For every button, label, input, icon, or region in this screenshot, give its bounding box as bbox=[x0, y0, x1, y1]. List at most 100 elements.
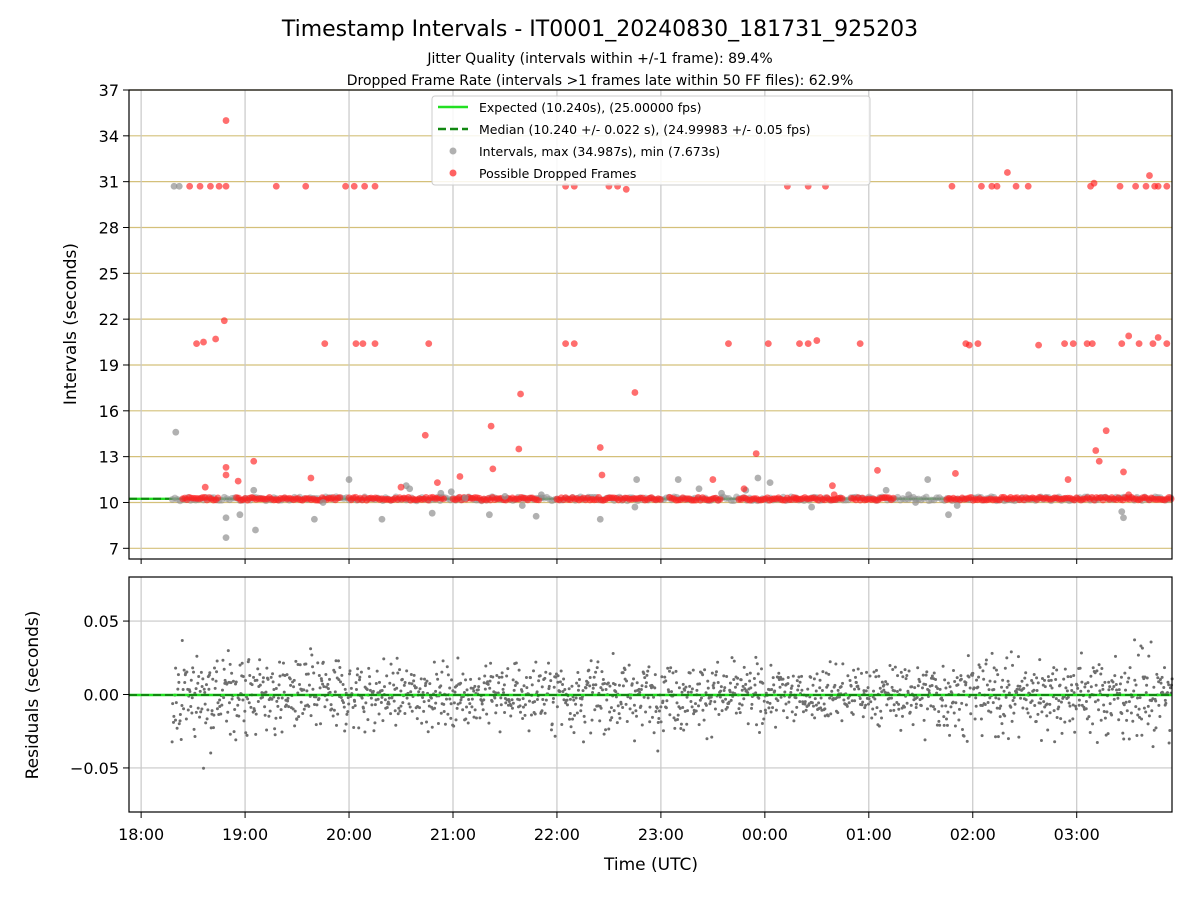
residual-point bbox=[189, 704, 193, 708]
residual-point bbox=[230, 671, 234, 675]
residual-point bbox=[360, 696, 364, 700]
residual-point bbox=[711, 684, 715, 688]
residual-point bbox=[203, 702, 207, 706]
residual-point bbox=[817, 701, 821, 705]
residual-point bbox=[714, 670, 718, 674]
residual-point bbox=[576, 688, 580, 692]
interval-point bbox=[754, 474, 762, 482]
residual-point bbox=[200, 707, 204, 711]
residual-point bbox=[403, 681, 407, 685]
residual-point bbox=[343, 729, 347, 733]
residual-point bbox=[891, 667, 895, 671]
residual-point bbox=[627, 663, 631, 667]
residual-point bbox=[353, 704, 357, 708]
residual-point bbox=[1050, 686, 1054, 690]
residual-point bbox=[791, 674, 795, 678]
residual-point bbox=[839, 685, 843, 689]
dropped-frame-point bbox=[1102, 427, 1110, 435]
residual-point bbox=[511, 678, 515, 682]
residual-point bbox=[634, 714, 638, 718]
residual-point bbox=[347, 702, 351, 706]
residual-point bbox=[232, 730, 236, 734]
residual-point bbox=[204, 683, 208, 687]
residual-point bbox=[618, 716, 622, 720]
residual-point bbox=[942, 715, 946, 719]
residual-point bbox=[949, 705, 953, 709]
dropped-frame-point bbox=[1146, 172, 1153, 179]
residual-point bbox=[405, 669, 409, 673]
residual-point bbox=[458, 701, 462, 705]
residual-point bbox=[773, 689, 777, 693]
residual-point bbox=[644, 685, 648, 689]
residual-point bbox=[664, 679, 668, 683]
residual-point bbox=[582, 740, 586, 744]
residual-point bbox=[272, 687, 276, 691]
residual-point bbox=[1047, 679, 1051, 683]
residual-point bbox=[946, 681, 950, 685]
x-tick-label: 01:00 bbox=[846, 825, 892, 844]
interval-point bbox=[428, 509, 436, 517]
residual-point bbox=[1067, 701, 1071, 705]
interval-point bbox=[501, 492, 509, 500]
residual-point bbox=[301, 711, 305, 715]
residual-point bbox=[1024, 698, 1028, 702]
residual-point bbox=[1020, 679, 1024, 683]
residual-point bbox=[428, 682, 432, 686]
residual-point bbox=[836, 711, 840, 715]
residual-point bbox=[819, 706, 823, 710]
residual-point bbox=[189, 678, 193, 682]
residual-point bbox=[637, 687, 641, 691]
top-y-tick-label: 7 bbox=[109, 539, 119, 558]
residual-point bbox=[931, 705, 935, 709]
residual-point bbox=[555, 705, 559, 709]
residual-point bbox=[694, 702, 698, 706]
residual-point bbox=[721, 700, 725, 704]
residual-point bbox=[836, 688, 840, 692]
residual-point bbox=[893, 665, 897, 669]
residual-point bbox=[192, 670, 196, 674]
dropped-frame-point bbox=[517, 390, 524, 398]
residual-point bbox=[1043, 678, 1047, 682]
residual-point bbox=[688, 671, 692, 675]
residual-point bbox=[913, 686, 917, 690]
residual-point bbox=[373, 721, 377, 725]
residual-point bbox=[903, 668, 907, 672]
residual-point bbox=[716, 660, 720, 664]
residual-point bbox=[635, 681, 639, 685]
residual-point bbox=[719, 685, 723, 689]
residual-point bbox=[415, 717, 419, 721]
residual-point bbox=[1060, 731, 1064, 735]
residual-point bbox=[549, 679, 553, 683]
residual-point bbox=[323, 705, 327, 709]
residual-point bbox=[470, 697, 474, 701]
residual-point bbox=[446, 673, 450, 677]
residual-point bbox=[890, 696, 894, 700]
dropped-frame-point bbox=[214, 494, 222, 502]
dropped-frame-point bbox=[631, 389, 639, 396]
dropped-frame-point bbox=[1154, 334, 1162, 341]
residual-point bbox=[591, 683, 595, 687]
residual-point bbox=[797, 675, 801, 679]
residual-point bbox=[740, 688, 744, 692]
residual-point bbox=[927, 689, 931, 693]
residual-point bbox=[789, 686, 793, 690]
residual-point bbox=[1107, 688, 1111, 692]
residual-point bbox=[877, 724, 881, 728]
residual-point bbox=[885, 682, 889, 686]
residual-point bbox=[670, 690, 674, 694]
residual-point bbox=[960, 727, 964, 731]
residual-point bbox=[800, 674, 804, 678]
dropped-frame-point bbox=[397, 483, 405, 491]
chart-subtitle-jitter: Jitter Quality (intervals within +/-1 fr… bbox=[426, 51, 772, 67]
residual-point bbox=[213, 686, 217, 690]
residual-point bbox=[915, 695, 919, 699]
residual-point bbox=[680, 690, 684, 694]
residual-point bbox=[951, 700, 955, 704]
residual-point bbox=[295, 717, 299, 721]
residual-point bbox=[318, 686, 322, 690]
residual-point bbox=[944, 717, 948, 721]
residual-point bbox=[933, 707, 937, 711]
interval-point bbox=[912, 499, 919, 506]
residual-point bbox=[499, 696, 503, 700]
residual-point bbox=[646, 696, 650, 700]
